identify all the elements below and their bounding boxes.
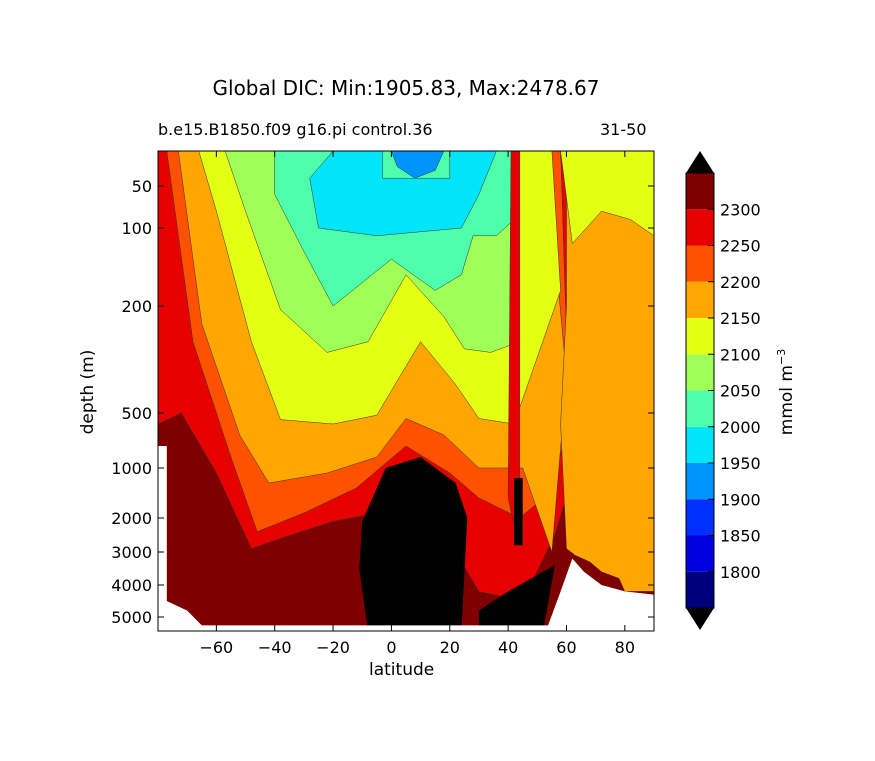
y-tick-label: 4000	[111, 576, 152, 595]
y-tick-label: 500	[121, 404, 152, 423]
column-42n-over-max	[514, 478, 523, 546]
colorbar-extend-min	[686, 608, 714, 630]
colorbar-tick-label: 2000	[720, 418, 761, 437]
colorbar-tick-label: 2050	[720, 382, 761, 401]
colorbar-swatch-1850	[686, 499, 714, 536]
deep-north-over-max	[478, 565, 555, 631]
colorbar-swatch-2050	[686, 354, 714, 391]
band-1950-surface-min	[391, 151, 445, 179]
case-label: b.e15.B1850.f09 g16.pi control.36	[158, 120, 433, 139]
seafloor-mask	[158, 625, 654, 631]
colorbar-tick-label: 1800	[720, 563, 761, 582]
colorbar-tick-label: 2200	[720, 273, 761, 292]
chart-title: Global DIC: Min:1905.83, Max:2478.67	[212, 76, 600, 100]
x-tick-label: −60	[199, 638, 233, 657]
y-tick-label: 5000	[111, 608, 152, 627]
colorbar-tick-label: 1950	[720, 454, 761, 473]
x-tick-label: −40	[258, 638, 292, 657]
x-tick-label: 60	[556, 638, 576, 657]
x-axis-label: latitude	[369, 660, 435, 680]
y-tick-label: 200	[121, 297, 152, 316]
colorbar: 1800 1850 1900 1950 2000 2050 2100 2150 2200 2250…	[685, 151, 761, 630]
colorbar-swatch-2150	[686, 281, 714, 318]
colorbar-swatch-1750	[686, 571, 714, 608]
north-atlantic-2200	[560, 151, 654, 592]
colorbar-tick-label: 2150	[720, 309, 761, 328]
x-tick-label: 0	[386, 638, 396, 657]
y-tick-label: 50	[132, 177, 152, 196]
x-tick-label: −20	[316, 638, 350, 657]
x-ticks: −60 −40 −20 0 20 40 60 80	[199, 151, 635, 657]
plot-area	[158, 151, 654, 631]
colorbar-swatch-2000	[686, 390, 714, 427]
colorbar-swatch-2200	[686, 245, 714, 282]
plot-frame	[157, 150, 655, 632]
contour-band-2000	[309, 151, 497, 237]
years-label: 31-50	[600, 120, 647, 139]
colorbar-swatch-2300	[686, 173, 714, 210]
y-tick-label: 3000	[111, 543, 152, 562]
colorbar-swatch-1950	[686, 426, 714, 463]
colorbar-tick-label: 2300	[720, 200, 761, 219]
north-atlantic-surface-2150	[560, 151, 654, 245]
colorbar-tick-label: 1900	[720, 490, 761, 509]
colorbar-extend-max	[686, 151, 714, 173]
colorbar-swatch-2250	[686, 209, 714, 246]
deep-core-over-max	[359, 457, 468, 631]
x-tick-label: 20	[440, 638, 460, 657]
colorbar-tick-label: 2250	[720, 237, 761, 256]
colorbar-swatch-2100	[686, 318, 714, 355]
y-tick-label: 100	[121, 219, 152, 238]
colorbar-swatch-1900	[686, 463, 714, 500]
x-tick-label: 40	[498, 638, 518, 657]
colorbar-swatch-1800	[686, 535, 714, 572]
y-tick-label: 1000	[111, 459, 152, 478]
y-ticks: 50 100 200 500 1000 2000 3000 4000 5000	[111, 177, 654, 627]
colorbar-tick-label: 2100	[720, 345, 761, 364]
antarctic-mask	[158, 446, 231, 631]
colorbar-tick-label: 1850	[720, 527, 761, 546]
arctic-bathymetry-mask	[546, 558, 654, 631]
x-tick-label: 80	[615, 638, 635, 657]
y-tick-label: 2000	[111, 509, 152, 528]
